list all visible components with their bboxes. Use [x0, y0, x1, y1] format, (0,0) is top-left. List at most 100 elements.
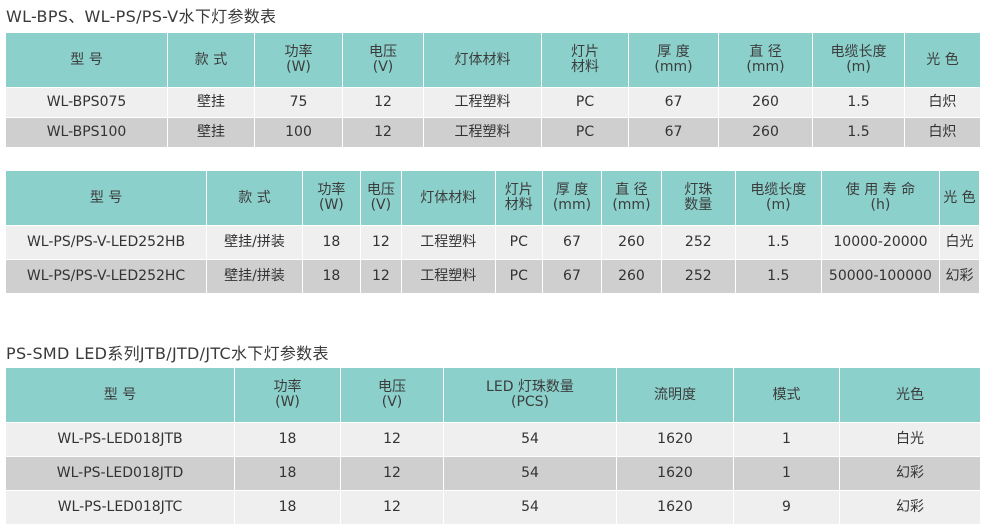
- column-header-text: (W): [286, 59, 311, 75]
- column-header: 款 式: [206, 170, 303, 226]
- table-cell: PC: [494, 225, 543, 260]
- table-cell: 9: [733, 490, 840, 525]
- table-cell: 1.5: [734, 225, 822, 260]
- table-cell: 1620: [616, 490, 734, 525]
- table-cell: 54: [443, 490, 617, 525]
- table-cell: 18: [234, 490, 341, 525]
- column-header: 功率 (W): [234, 367, 341, 423]
- table-cell: 54: [443, 456, 617, 491]
- column-header-text: (V): [381, 394, 403, 410]
- table-cell: 54: [443, 422, 617, 457]
- spec-table-bps: 型 号款 式功率 (W) 电压 (V) 灯体材料 灯片 材料厚 度 (mm) 直 径 (mm) 电缆…: [5, 32, 981, 148]
- column-header-text: 数量: [684, 197, 713, 213]
- table-cell: 12: [340, 490, 444, 525]
- table-row: WL-PS-LED018JTC 18 12 54 1620 9 幻彩: [5, 490, 981, 525]
- column-header-text: 灯珠: [684, 182, 713, 198]
- column-header-text: (mm): [746, 59, 785, 75]
- column-header: 灯片 材料: [494, 170, 543, 226]
- table-cell: 100: [254, 117, 343, 148]
- column-header-text: 功率: [284, 44, 313, 60]
- column-header: 电压 (V): [359, 170, 402, 226]
- table3-title: PS-SMD LED系列JTB/JTD/JTC水下灯参数表: [6, 344, 329, 363]
- column-header-text: 材料: [571, 59, 599, 75]
- column-header: 使 用 寿 命 (h): [820, 170, 940, 226]
- column-header-text: 直 径: [749, 44, 782, 60]
- column-header: 功率 (W): [254, 32, 343, 88]
- table-cell: 67: [541, 259, 602, 294]
- column-header-text: (h): [870, 197, 891, 213]
- table-cell: 12: [342, 117, 424, 148]
- column-header-text: 电压: [366, 182, 395, 198]
- table-cell: WL-PS/PS-V-LED252HC: [4, 259, 208, 294]
- table1-title: WL-BPS、WL-PS/PS-V水下灯参数表: [6, 7, 277, 26]
- column-header-text: 款 式: [194, 51, 228, 68]
- column-header-text: 型 号: [103, 386, 137, 403]
- column-header: 型 号: [4, 170, 208, 226]
- table-cell: 50000-100000: [820, 259, 940, 294]
- column-header-text: (W): [275, 394, 300, 410]
- table-cell: 1.5: [812, 87, 905, 118]
- column-header: 型 号: [5, 32, 168, 88]
- column-header-text: (PCS): [510, 394, 550, 410]
- column-header-text: 灯体材料: [454, 51, 511, 68]
- column-header-text: (W): [318, 197, 344, 213]
- column-header: 厚 度 (mm): [628, 32, 719, 88]
- table-cell: 壁挂: [167, 117, 255, 148]
- table-cell: 1.5: [812, 117, 905, 148]
- table-cell: 幻彩: [839, 490, 981, 525]
- column-header-text: 功率: [317, 182, 346, 198]
- table-cell: 67: [628, 87, 719, 118]
- table-cell: 1620: [616, 456, 734, 491]
- table-cell: WL-BPS075: [5, 87, 168, 118]
- table-cell: 幻彩: [839, 456, 981, 491]
- column-header-text: 灯片: [571, 44, 599, 60]
- table-cell: 252: [660, 225, 736, 260]
- column-header-text: 厚 度: [555, 182, 589, 198]
- column-header: 灯体材料: [400, 170, 496, 226]
- column-header: 厚 度 (mm): [541, 170, 602, 226]
- column-header: 功率 (W): [301, 170, 361, 226]
- table-cell: 白炽: [904, 87, 981, 118]
- table-cell: 252: [660, 259, 736, 294]
- column-header-text: 模式: [772, 386, 801, 403]
- column-header-text: (m): [766, 197, 791, 213]
- column-header-text: 厚 度: [657, 44, 690, 60]
- table-cell: PC: [541, 87, 629, 118]
- table-cell: 18: [234, 456, 341, 491]
- column-header-text: 款 式: [238, 189, 271, 206]
- spec-table-smd: 型 号 功率 (W) 电压 (V) LED 灯珠数量 (PCS) 流明度 模式 光色 WL-PS-…: [5, 367, 981, 525]
- column-header-text: 直 径: [615, 182, 648, 198]
- table-cell: 260: [718, 87, 813, 118]
- column-header: 直 径 (mm): [600, 170, 662, 226]
- table-cell: WL-PS-LED018JTC: [5, 490, 235, 525]
- table-cell: 1: [733, 456, 840, 491]
- column-header: 光 色: [938, 170, 981, 226]
- table-row: WL-BPS100 壁挂 100 12 工程塑料 PC 67 260 1.5 白炽: [5, 117, 981, 148]
- column-header: 光色: [839, 367, 981, 423]
- table-row: WL-PS-LED018JTD 18 12 54 1620 1 幻彩: [5, 456, 981, 491]
- column-header: LED 灯珠数量 (PCS): [443, 367, 617, 423]
- column-header-text: (mm): [612, 197, 651, 213]
- table-cell: 75: [254, 87, 343, 118]
- table-cell: 白光: [839, 422, 981, 457]
- table-cell: 260: [718, 117, 813, 148]
- table-cell: 10000-20000: [820, 225, 940, 260]
- column-header: 电缆长度 (m): [812, 32, 905, 88]
- table-cell: 工程塑料: [400, 225, 496, 260]
- table-cell: 67: [628, 117, 719, 148]
- column-header: 电压 (V): [340, 367, 444, 423]
- column-header: 灯珠 数量: [660, 170, 736, 226]
- table-cell: 幻彩: [938, 259, 981, 294]
- column-header-text: 电缆长度: [750, 182, 807, 198]
- table-cell: PC: [494, 259, 543, 294]
- column-header-text: (V): [370, 197, 392, 213]
- column-header-text: (mm): [654, 59, 693, 75]
- column-header-text: 型 号: [89, 189, 123, 206]
- column-header-text: 流明度: [654, 386, 696, 403]
- column-header: 流明度: [616, 367, 734, 423]
- column-header-text: (V): [372, 59, 394, 75]
- column-header-text: 灯体材料: [420, 189, 477, 206]
- table-cell: 1620: [616, 422, 734, 457]
- table-cell: WL-PS-LED018JTB: [5, 422, 235, 457]
- table-cell: PC: [541, 117, 629, 148]
